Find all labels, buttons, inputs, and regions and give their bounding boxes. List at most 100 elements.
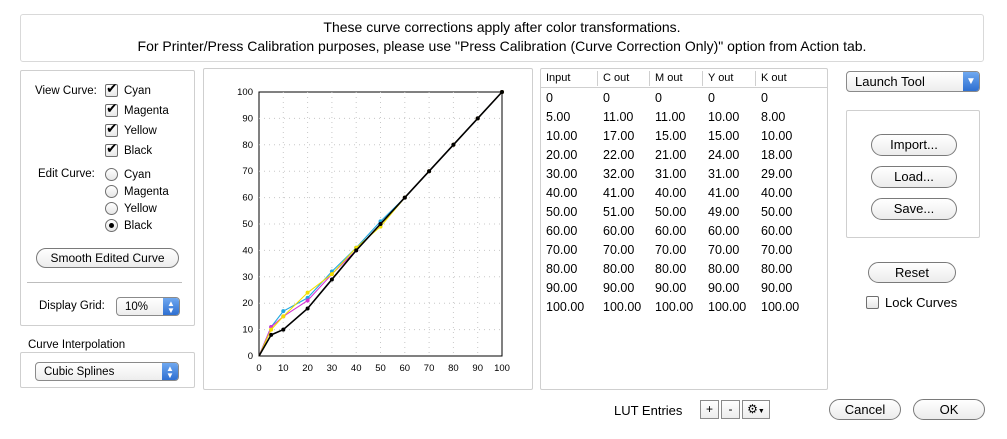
- view-magenta-checkbox[interactable]: Magenta: [105, 101, 169, 117]
- import-button[interactable]: Import...: [871, 134, 957, 156]
- cell-y-out: 100.00: [708, 300, 747, 314]
- cell-y-out: 80.00: [708, 262, 740, 276]
- file-actions-panel: Import... Load... Save...: [846, 110, 980, 238]
- launch-tool-select[interactable]: Launch Tool ▼: [846, 71, 980, 92]
- cell-k-out: 70.00: [761, 243, 793, 257]
- col-k-header: K out: [761, 72, 787, 84]
- view-yellow-checkbox[interactable]: Yellow: [105, 121, 157, 137]
- table-row[interactable]: 90.00 90.00 90.00 90.00 90.00: [541, 280, 827, 299]
- cell-c-out: 17.00: [603, 129, 635, 143]
- x-tick-label: 70: [424, 363, 435, 374]
- x-tick-label: 0: [256, 363, 261, 374]
- cell-c-out: 100.00: [603, 300, 642, 314]
- col-input-header: Input: [546, 72, 571, 84]
- cell-y-out: 49.00: [708, 205, 740, 219]
- cell-input: 0: [546, 91, 553, 105]
- header-line-2: For Printer/Press Calibration purposes, …: [137, 38, 867, 54]
- y-tick-label: 10: [242, 325, 253, 336]
- checkbox-box[interactable]: [105, 121, 118, 137]
- edit-cyan-radio[interactable]: Cyan: [105, 168, 151, 181]
- view-cyan-checkbox[interactable]: Cyan: [105, 81, 151, 97]
- radio-circle[interactable]: [105, 185, 118, 198]
- lock-curves-checkbox[interactable]: Lock Curves: [866, 295, 957, 310]
- lut-table: Input C out M out Y out K out 0 0 0 0 0 5.00 1…: [540, 68, 828, 390]
- load-button[interactable]: Load...: [871, 166, 957, 188]
- table-row[interactable]: 80.00 80.00 80.00 80.00 80.00: [541, 261, 827, 280]
- radio-circle[interactable]: [105, 168, 118, 181]
- cell-c-out: 60.00: [603, 224, 635, 238]
- interpolation-value: Cubic Splines: [44, 365, 115, 378]
- add-entry-button[interactable]: +: [700, 400, 719, 419]
- cell-k-out: 100.00: [761, 300, 800, 314]
- interpolation-select[interactable]: Cubic Splines ▲ ▼: [35, 362, 179, 381]
- edit-magenta-radio[interactable]: Magenta: [105, 185, 169, 198]
- table-row[interactable]: 60.00 60.00 60.00 60.00 60.00: [541, 223, 827, 242]
- ok-button[interactable]: OK: [913, 399, 985, 420]
- radio-circle[interactable]: [105, 202, 118, 215]
- checkbox-label: Magenta: [124, 104, 169, 117]
- divider: [649, 71, 650, 86]
- cell-k-out: 60.00: [761, 224, 793, 238]
- checkbox-label: Black: [124, 144, 153, 157]
- launch-tool-label: Launch Tool: [855, 74, 925, 89]
- radio-label: Yellow: [124, 202, 157, 215]
- cell-m-out: 40.00: [655, 186, 687, 200]
- radio-label: Magenta: [124, 185, 169, 198]
- table-row[interactable]: 30.00 32.00 31.00 31.00 29.00: [541, 166, 827, 185]
- cell-y-out: 70.00: [708, 243, 740, 257]
- y-tick-label: 50: [242, 219, 253, 230]
- divider: [27, 282, 182, 283]
- y-tick-label: 80: [242, 140, 253, 151]
- cell-m-out: 0: [655, 91, 662, 105]
- smooth-curve-button[interactable]: Smooth Edited Curve: [36, 248, 179, 268]
- x-tick-label: 20: [302, 363, 313, 374]
- checkbox-box[interactable]: [105, 141, 118, 157]
- checkbox-box[interactable]: [105, 81, 118, 97]
- cell-c-out: 32.00: [603, 167, 635, 181]
- reset-button[interactable]: Reset: [868, 262, 956, 283]
- save-button[interactable]: Save...: [871, 198, 957, 220]
- table-row[interactable]: 20.00 22.00 21.00 24.00 18.00: [541, 147, 827, 166]
- curve-chart[interactable]: 0 10 20 30 40 50 60 70 80 90 100 0 10 20 30 40 50 60 70 80 9…: [204, 69, 534, 391]
- remove-entry-button[interactable]: -: [721, 400, 740, 419]
- edit-yellow-radio[interactable]: Yellow: [105, 202, 157, 215]
- interpolation-label: Curve Interpolation: [28, 339, 126, 351]
- x-tick-label: 10: [278, 363, 289, 374]
- table-header: Input C out M out Y out K out: [541, 69, 827, 88]
- gear-menu-button[interactable]: ⚙▼: [742, 400, 770, 419]
- cell-m-out: 21.00: [655, 148, 687, 162]
- table-row[interactable]: 5.00 11.00 11.00 10.00 8.00: [541, 109, 827, 128]
- display-grid-select[interactable]: 10% ▲ ▼: [116, 297, 180, 316]
- curve-options-panel: View Curve: Cyan Magenta Yellow Black Ed…: [20, 70, 195, 326]
- table-row[interactable]: 0 0 0 0 0: [541, 90, 827, 109]
- radio-circle[interactable]: [105, 219, 118, 232]
- col-m-header: M out: [655, 72, 683, 84]
- chevron-down-icon: ▼: [757, 408, 765, 415]
- table-row[interactable]: 40.00 41.00 40.00 41.00 40.00: [541, 185, 827, 204]
- checkbox-box[interactable]: [105, 101, 118, 117]
- table-row[interactable]: 100.00 100.00 100.00 100.00 100.00: [541, 299, 827, 318]
- y-tick-label: 90: [242, 113, 253, 124]
- y-tick-label: 30: [242, 272, 253, 283]
- view-black-checkbox[interactable]: Black: [105, 141, 153, 157]
- header-notice: These curve corrections apply after colo…: [20, 14, 984, 62]
- x-tick-label: 60: [400, 363, 411, 374]
- y-tick-label: 20: [242, 298, 253, 309]
- cell-input: 60.00: [546, 224, 578, 238]
- cell-input: 5.00: [546, 110, 571, 124]
- table-row[interactable]: 70.00 70.00 70.00 70.00 70.00: [541, 242, 827, 261]
- table-row[interactable]: 50.00 51.00 50.00 49.00 50.00: [541, 204, 827, 223]
- edit-black-radio[interactable]: Black: [105, 219, 152, 232]
- table-row[interactable]: 10.00 17.00 15.00 15.00 10.00: [541, 128, 827, 147]
- data-point: [427, 169, 432, 174]
- divider: [755, 71, 756, 86]
- cell-input: 90.00: [546, 281, 578, 295]
- cell-input: 100.00: [546, 300, 585, 314]
- cancel-button[interactable]: Cancel: [829, 399, 901, 420]
- x-tick-label: 30: [327, 363, 338, 374]
- checkbox-box[interactable]: [866, 296, 879, 309]
- x-tick-label: 50: [375, 363, 386, 374]
- interpolation-panel: Cubic Splines ▲ ▼: [20, 352, 195, 388]
- data-point: [269, 327, 274, 332]
- cell-m-out: 31.00: [655, 167, 687, 181]
